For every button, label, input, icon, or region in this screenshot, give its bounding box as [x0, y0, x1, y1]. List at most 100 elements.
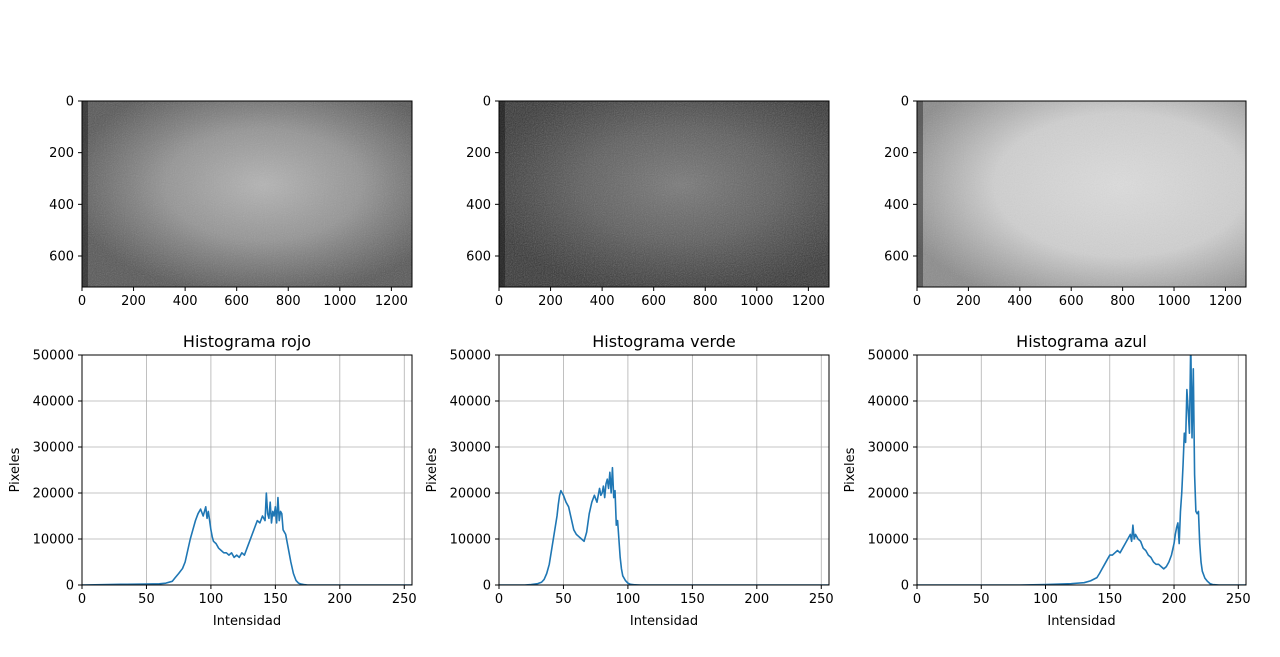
- y-axis-label: Pixeles: [425, 447, 440, 492]
- x-tick-label: 1200: [375, 294, 408, 309]
- histogram-panel-2: 0 50 100 150 200 250 0 10000 20000 30000 40000 5000…: [843, 332, 1251, 629]
- x-axis-label: Intensidad: [213, 614, 281, 629]
- x-tick-label: 150: [263, 592, 288, 607]
- x-tick-label: 150: [1097, 592, 1122, 607]
- y-tick-label: 0: [483, 95, 491, 110]
- image-frame: [81, 100, 413, 288]
- x-tick-label: 150: [680, 592, 705, 607]
- plot-area: [499, 355, 829, 585]
- y-axis-label: Pixeles: [843, 447, 858, 492]
- y-tick-label: 20000: [868, 487, 909, 502]
- y-tick-label: 10000: [450, 533, 491, 548]
- plot-area: [917, 355, 1246, 585]
- y-tick-label: 400: [466, 198, 491, 213]
- x-tick-label: 0: [495, 592, 503, 607]
- y-tick-label: 0: [901, 95, 909, 110]
- y-tick-label: 10000: [868, 533, 909, 548]
- y-tick-label: 30000: [33, 441, 74, 456]
- image-frame: [498, 100, 830, 288]
- x-tick-label: 250: [1226, 592, 1251, 607]
- x-tick-label: 100: [615, 592, 640, 607]
- histogram-series-line: [917, 355, 1246, 585]
- x-tick-label: 400: [590, 294, 615, 309]
- x-tick-label: 800: [1110, 294, 1135, 309]
- x-tick-label: 250: [809, 592, 834, 607]
- y-tick-label: 50000: [868, 349, 909, 364]
- channel-image: [499, 101, 829, 287]
- histogram-series-line: [499, 466, 829, 585]
- x-tick-label: 200: [121, 294, 146, 309]
- y-tick-label: 50000: [33, 349, 74, 364]
- y-tick-label: 600: [466, 250, 491, 265]
- image-edge-shadow: [917, 101, 923, 287]
- x-tick-label: 1000: [740, 294, 773, 309]
- y-tick-label: 200: [466, 146, 491, 161]
- x-tick-label: 200: [538, 294, 563, 309]
- x-tick-label: 250: [392, 592, 417, 607]
- image-panel-red: 0 200 400 600 800 1000 1200 0 200 400 600: [49, 95, 413, 309]
- histogram-panel-1: 0 50 100 150 200 250 0 10000 20000 30000 40000 5000…: [425, 332, 834, 629]
- histogram-series-line: [82, 492, 412, 585]
- x-tick-label: 400: [1007, 294, 1032, 309]
- x-tick-label: 200: [1162, 592, 1187, 607]
- y-tick-label: 30000: [450, 441, 491, 456]
- y-tick-label: 10000: [33, 533, 74, 548]
- x-tick-label: 50: [138, 592, 155, 607]
- x-tick-label: 100: [1033, 592, 1058, 607]
- axes-frame: [498, 354, 830, 586]
- axes-frame: [916, 354, 1247, 586]
- y-tick-label: 600: [884, 250, 909, 265]
- chart-title: Histograma rojo: [183, 332, 311, 351]
- x-tick-label: 600: [1059, 294, 1084, 309]
- y-tick-label: 200: [884, 146, 909, 161]
- axes-frame: [81, 354, 413, 586]
- image-edge-shadow: [499, 101, 505, 287]
- y-tick-label: 400: [49, 198, 74, 213]
- y-tick-label: 50000: [450, 349, 491, 364]
- x-tick-label: 1000: [1157, 294, 1190, 309]
- x-tick-label: 1200: [1209, 294, 1242, 309]
- y-tick-label: 200: [49, 146, 74, 161]
- x-tick-label: 600: [224, 294, 249, 309]
- x-tick-label: 50: [973, 592, 990, 607]
- plot-area: [82, 355, 412, 585]
- x-tick-label: 1000: [323, 294, 356, 309]
- x-tick-label: 200: [956, 294, 981, 309]
- x-tick-label: 0: [495, 294, 503, 309]
- x-tick-label: 200: [327, 592, 352, 607]
- y-tick-label: 0: [66, 95, 74, 110]
- x-tick-label: 0: [78, 294, 86, 309]
- y-tick-label: 30000: [868, 441, 909, 456]
- chart-title: Histograma verde: [592, 332, 736, 351]
- y-tick-label: 40000: [450, 395, 491, 410]
- y-axis-label: Pixeles: [8, 447, 23, 492]
- y-tick-label: 0: [901, 579, 909, 594]
- y-tick-label: 40000: [868, 395, 909, 410]
- channel-image: [82, 101, 412, 287]
- x-tick-label: 50: [555, 592, 572, 607]
- histogram-panel-0: 0 50 100 150 200 250 0 10000 20000 30000 40000 5000…: [8, 332, 417, 629]
- x-axis-label: Intensidad: [630, 614, 698, 629]
- chart-title: Histograma azul: [1016, 332, 1147, 351]
- channel-image: [917, 101, 1246, 287]
- y-tick-label: 20000: [33, 487, 74, 502]
- y-tick-label: 20000: [450, 487, 491, 502]
- x-tick-label: 0: [78, 592, 86, 607]
- x-tick-label: 0: [913, 592, 921, 607]
- x-tick-label: 800: [276, 294, 301, 309]
- image-panel-green: 0 200 400 600 800 1000 1200 0 200 400 600: [466, 95, 830, 309]
- y-tick-label: 600: [49, 250, 74, 265]
- y-tick-label: 0: [483, 579, 491, 594]
- y-tick-label: 400: [884, 198, 909, 213]
- x-tick-label: 600: [641, 294, 666, 309]
- x-tick-label: 800: [693, 294, 718, 309]
- image-panel-blue: 0 200 400 600 800 1000 1200 0 200 400 600: [884, 95, 1247, 309]
- x-tick-label: 200: [744, 592, 769, 607]
- x-axis-label: Intensidad: [1047, 614, 1115, 629]
- x-tick-label: 1200: [792, 294, 825, 309]
- x-tick-label: 0: [913, 294, 921, 309]
- y-tick-label: 0: [66, 579, 74, 594]
- image-edge-shadow: [82, 101, 88, 287]
- x-tick-label: 400: [173, 294, 198, 309]
